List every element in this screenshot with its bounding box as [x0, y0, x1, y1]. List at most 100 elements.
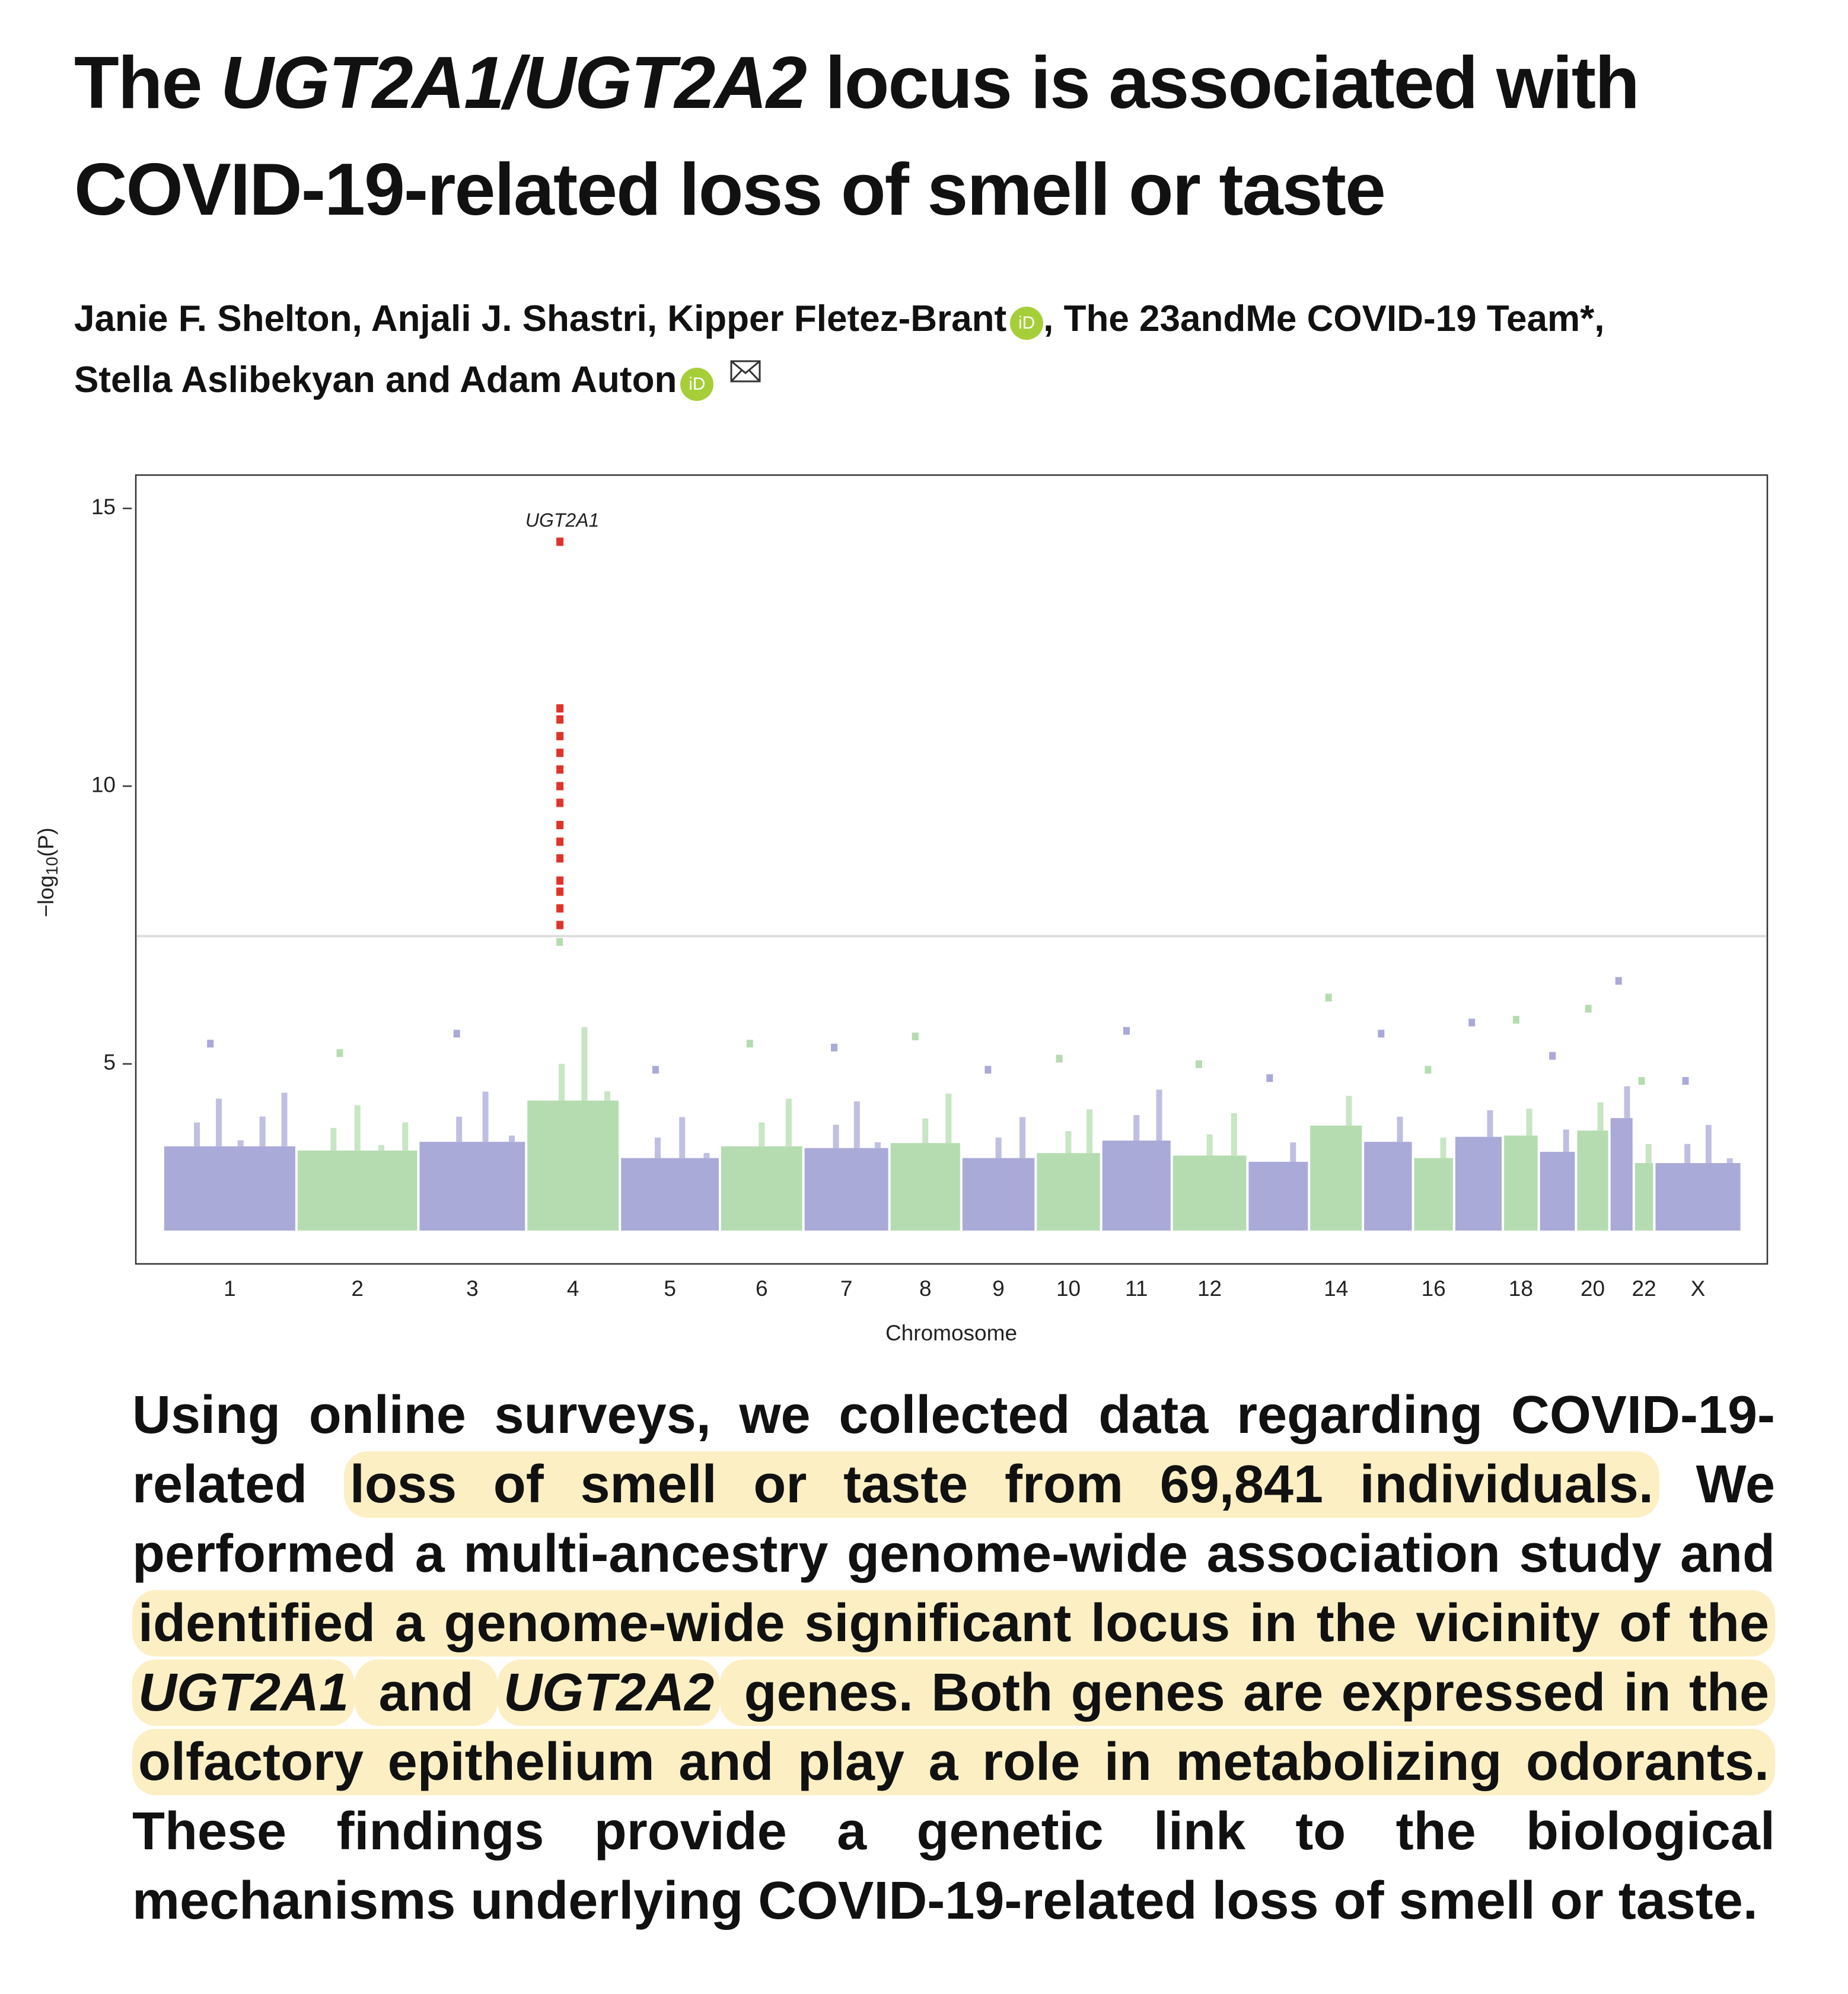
- peak-point: [453, 1030, 460, 1038]
- y-label-part: (P): [34, 827, 58, 856]
- email-icon[interactable]: [730, 360, 761, 384]
- point-texture: [215, 1098, 222, 1146]
- significant-point: [556, 704, 564, 713]
- significant-point: [556, 537, 564, 546]
- point-cloud: [1364, 1142, 1412, 1231]
- peak-point: [1615, 977, 1622, 985]
- title-text: locus is associated with COVID-19-relate…: [74, 42, 1640, 231]
- significant-point: [556, 765, 564, 774]
- point-texture: [679, 1117, 686, 1158]
- point-texture: [1397, 1116, 1403, 1142]
- point-cloud: [419, 1142, 525, 1231]
- point-cloud: [890, 1143, 960, 1231]
- x-axis-label: Chromosome: [885, 1321, 1017, 1345]
- point-texture: [194, 1122, 200, 1146]
- point-texture: [509, 1135, 515, 1142]
- x-tick-label: 8: [919, 1276, 932, 1301]
- significant-point: [556, 732, 564, 741]
- point-cloud: [1504, 1135, 1538, 1231]
- point-cloud: [1455, 1136, 1502, 1231]
- peak-point: [1325, 993, 1332, 1002]
- point-texture: [875, 1142, 881, 1148]
- plot-frame: [135, 474, 1769, 1265]
- orcid-icon[interactable]: iD: [680, 368, 714, 401]
- point-texture: [1019, 1117, 1026, 1158]
- point-cloud: [1414, 1158, 1453, 1231]
- point-texture: [1726, 1158, 1733, 1164]
- author-line: Stella Aslibekyan and Adam Auton: [74, 359, 677, 400]
- point-texture: [1086, 1109, 1092, 1154]
- point-cloud: [721, 1146, 802, 1231]
- point-texture: [853, 1101, 860, 1148]
- point-texture: [1156, 1090, 1162, 1141]
- x-tick-label: 1: [224, 1276, 236, 1301]
- y-axis-label: −log10(P): [34, 827, 62, 917]
- point-cloud: [164, 1146, 295, 1231]
- point-texture: [655, 1138, 661, 1158]
- point-texture: [482, 1091, 489, 1142]
- peak-point: [984, 1066, 992, 1074]
- point-texture: [1597, 1102, 1604, 1131]
- point-texture: [558, 1063, 565, 1101]
- point-texture: [1684, 1143, 1691, 1164]
- highlighted-text: and: [355, 1659, 498, 1726]
- x-tick-label: 9: [992, 1276, 1005, 1301]
- point-cloud: [621, 1158, 719, 1231]
- point-cloud: [527, 1100, 619, 1231]
- x-tick-label: 7: [840, 1276, 853, 1301]
- peak-point: [831, 1043, 838, 1052]
- point-texture: [1133, 1115, 1140, 1141]
- point-texture: [1624, 1086, 1630, 1119]
- title-gene: UGT2A1/UGT2A2: [220, 42, 807, 124]
- x-tick-label: 2: [351, 1276, 364, 1301]
- point-texture: [402, 1122, 409, 1151]
- significant-point: [556, 748, 564, 757]
- orcid-icon[interactable]: iD: [1010, 307, 1044, 340]
- point-texture: [1526, 1109, 1532, 1136]
- significant-point: [556, 798, 564, 807]
- peak-point: [1638, 1076, 1645, 1085]
- point-cloud: [1540, 1152, 1575, 1231]
- significant-point: [556, 876, 564, 885]
- abstract: Using online surveys, we collected data …: [132, 1381, 1776, 1936]
- point-texture: [1705, 1125, 1712, 1164]
- point-texture: [378, 1145, 384, 1151]
- x-tick-label: 6: [756, 1276, 768, 1301]
- x-tick-label: 20: [1581, 1276, 1605, 1301]
- highlighted-text: UGT2A1: [132, 1659, 355, 1726]
- title-text: The: [74, 42, 221, 124]
- significant-point: [556, 904, 564, 913]
- point-texture: [995, 1138, 1002, 1158]
- peak-point: [556, 938, 563, 946]
- point-texture: [237, 1140, 244, 1146]
- highlighted-text: loss of smell or taste from 69,841 indiv…: [343, 1451, 1659, 1518]
- y-label-subscript: 10: [43, 857, 61, 875]
- point-texture: [759, 1122, 765, 1146]
- point-cloud: [962, 1158, 1035, 1231]
- point-texture: [1563, 1129, 1569, 1152]
- significant-point: [556, 821, 564, 830]
- article-title: The UGT2A1/UGT2A2 locus is associated wi…: [74, 30, 1841, 243]
- x-tick-label: 16: [1422, 1276, 1446, 1301]
- x-tick-label: X: [1691, 1276, 1706, 1301]
- significant-point: [556, 782, 564, 791]
- significant-point: [556, 920, 564, 929]
- x-tick-label: 11: [1125, 1276, 1148, 1301]
- point-cloud: [1310, 1125, 1362, 1231]
- author-line: , The 23andMe COVID-19 Team*,: [1043, 298, 1605, 339]
- peak-point: [912, 1032, 919, 1040]
- point-texture: [1065, 1131, 1072, 1154]
- point-texture: [1487, 1110, 1493, 1137]
- x-tick-label: 3: [466, 1276, 479, 1301]
- point-cloud: [297, 1150, 418, 1231]
- peak-point: [1682, 1076, 1689, 1085]
- peak-point: [1123, 1027, 1130, 1035]
- point-cloud: [1172, 1155, 1247, 1231]
- author-list: Janie F. Shelton, Anjali J. Shastri, Kip…: [74, 288, 1824, 410]
- point-cloud: [1577, 1130, 1608, 1231]
- peak-point: [1468, 1018, 1476, 1027]
- point-texture: [1231, 1113, 1237, 1156]
- peak-point: [1378, 1030, 1385, 1038]
- peak-point: [1585, 1005, 1592, 1013]
- significant-point: [556, 854, 564, 863]
